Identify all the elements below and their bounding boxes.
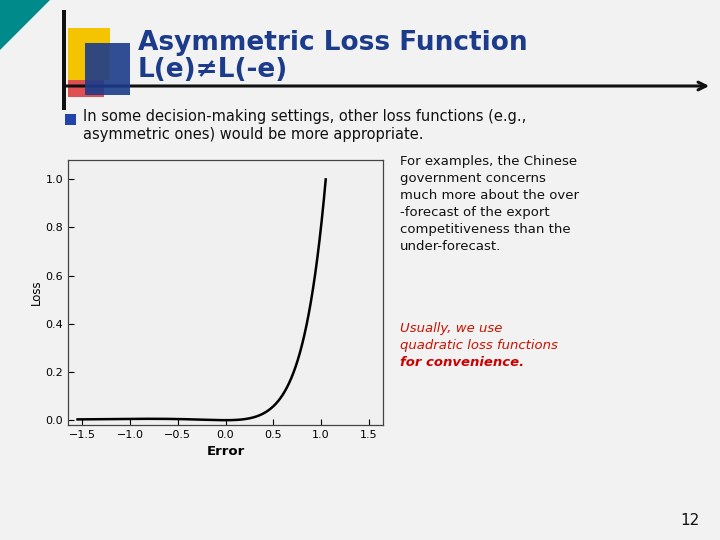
Text: For examples, the Chinese: For examples, the Chinese [400, 155, 577, 168]
Text: 12: 12 [680, 513, 700, 528]
Text: under-forecast.: under-forecast. [400, 240, 501, 253]
X-axis label: Error: Error [207, 446, 245, 458]
Text: competitiveness than the: competitiveness than the [400, 223, 571, 236]
Bar [68, 28, 110, 80]
Polygon shape [0, 0, 50, 50]
Text: L(e)≠L(-e): L(e)≠L(-e) [138, 57, 288, 83]
Y-axis label: Loss: Loss [30, 280, 42, 305]
Text: government concerns: government concerns [400, 172, 546, 185]
Text: Usually, we use: Usually, we use [400, 322, 503, 335]
Bar [65, 114, 76, 125]
Text: Asymmetric Loss Function: Asymmetric Loss Function [138, 30, 528, 56]
Text: -forecast of the export: -forecast of the export [400, 206, 549, 219]
Bar [68, 59, 104, 97]
Text: asymmetric ones) would be more appropriate.: asymmetric ones) would be more appropria… [83, 127, 423, 143]
Text: In some decision-making settings, other loss functions (e.g.,: In some decision-making settings, other … [83, 110, 526, 125]
Text: much more about the over: much more about the over [400, 189, 579, 202]
Text: quadratic loss functions: quadratic loss functions [400, 339, 558, 352]
Text: for convenience.: for convenience. [400, 356, 524, 369]
Bar [85, 43, 130, 95]
Bar [62, 10, 66, 110]
